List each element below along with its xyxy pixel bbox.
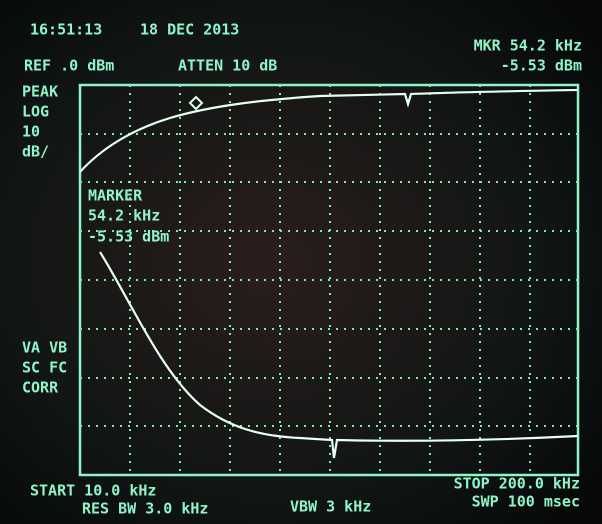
marker-frequency: MKR 54.2 kHz	[474, 37, 582, 55]
sweep-time: SWP 100 msec	[472, 493, 580, 511]
time: 16:51:13	[30, 21, 102, 39]
left-label: PEAK	[22, 83, 58, 101]
lower-trace	[99, 251, 579, 459]
left-label: LOG	[22, 103, 49, 121]
left-label: 10	[22, 123, 40, 141]
graticule	[80, 85, 578, 475]
date: 18 DEC 2013	[140, 21, 239, 39]
marker-diamond	[188, 95, 204, 111]
stop-frequency: STOP 200.0 kHz	[454, 475, 580, 493]
start-frequency: START 10.0 kHz	[30, 482, 156, 500]
left-label: CORR	[22, 379, 59, 397]
marker-box-frequency: 54.2 kHz	[88, 207, 160, 225]
left-label: dB/	[22, 143, 49, 161]
ref-level: REF .0 dBm	[24, 57, 114, 75]
resolution-bandwidth: RES BW 3.0 kHz	[82, 500, 208, 518]
video-bandwidth: VBW 3 kHz	[290, 498, 371, 516]
left-label: SC FC	[22, 359, 67, 377]
marker-box-level: -5.53 dBm	[88, 228, 169, 246]
attenuation: ATTEN 10 dB	[178, 57, 277, 75]
left-label: VA VB	[22, 339, 67, 357]
upper-trace	[79, 88, 579, 173]
marker-title: MARKER	[88, 187, 143, 205]
marker-level: -5.53 dBm	[501, 57, 582, 75]
